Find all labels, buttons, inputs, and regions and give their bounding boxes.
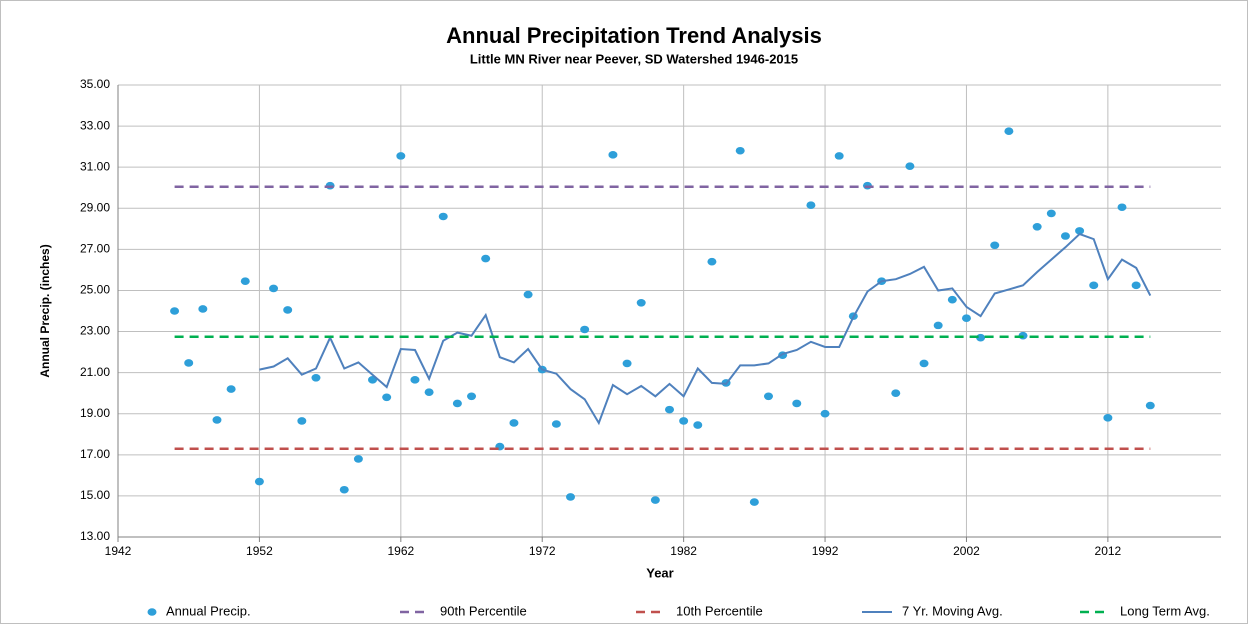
y-axis-label: Annual Precip. (inches) <box>38 244 52 377</box>
data-point <box>523 290 533 299</box>
x-tick-label: 2012 <box>1095 544 1122 558</box>
data-point <box>1032 222 1042 231</box>
data-point <box>382 393 392 402</box>
x-tick-label: 1942 <box>105 544 132 558</box>
x-tick-label: 1992 <box>812 544 839 558</box>
data-point <box>792 399 802 408</box>
y-tick-label: 27.00 <box>80 242 110 256</box>
data-point <box>608 151 618 159</box>
x-tick-label: 1962 <box>387 544 414 558</box>
data-point <box>254 477 264 486</box>
legend-label: 7 Yr. Moving Avg. <box>902 603 1003 618</box>
data-point <box>806 201 816 209</box>
data-point <box>905 162 915 170</box>
data-point <box>452 399 462 408</box>
data-point <box>580 325 590 334</box>
data-point <box>961 314 971 322</box>
data-point <box>481 254 491 263</box>
y-tick-label: 23.00 <box>80 324 110 338</box>
y-tick-label: 35.00 <box>80 77 110 91</box>
data-point <box>735 146 745 155</box>
data-line <box>259 232 1152 426</box>
data-point <box>551 420 561 428</box>
data-point <box>891 389 901 397</box>
data-point <box>763 392 773 401</box>
data-point <box>636 298 646 307</box>
data-point <box>693 421 703 429</box>
data-point <box>919 359 929 368</box>
data-point <box>990 241 1000 250</box>
y-tick-label: 25.00 <box>80 283 110 297</box>
data-point <box>339 485 349 494</box>
data-point <box>707 257 717 266</box>
y-tick-label: 15.00 <box>80 488 110 502</box>
data-point <box>410 376 420 384</box>
y-tick-label: 29.00 <box>80 200 110 214</box>
data-point <box>467 392 477 401</box>
data-point <box>679 417 689 425</box>
data-point <box>622 359 632 368</box>
data-point <box>1131 281 1141 290</box>
y-tick-label: 33.00 <box>80 118 110 132</box>
data-point <box>1004 127 1014 136</box>
data-point <box>424 388 434 396</box>
legend-marker <box>147 608 157 616</box>
data-point <box>1046 209 1056 218</box>
y-tick-label: 31.00 <box>80 159 110 173</box>
data-point <box>933 321 943 330</box>
data-point <box>650 496 660 504</box>
data-point <box>566 493 576 501</box>
data-point <box>283 306 293 314</box>
data-point <box>240 277 250 286</box>
legend-label: Annual Precip. <box>166 603 251 618</box>
y-tick-label: 17.00 <box>80 447 110 461</box>
x-tick-label: 2002 <box>953 544 980 558</box>
data-point <box>311 373 321 382</box>
data-point <box>184 359 194 367</box>
data-point <box>198 305 208 313</box>
legend: Annual Precip. 90th Percentile 10th Percen… <box>147 603 1210 618</box>
legend-label: 90th Percentile <box>440 603 527 618</box>
data-point <box>226 385 236 393</box>
data-point <box>1075 227 1085 235</box>
data-point <box>947 295 957 304</box>
data-point <box>834 152 844 160</box>
x-tick-label: 1972 <box>529 544 556 558</box>
data-point <box>1117 203 1127 212</box>
plot-area <box>170 127 1155 506</box>
data-point <box>212 416 222 424</box>
legend-label: 10th Percentile <box>676 603 763 618</box>
data-point <box>438 212 448 221</box>
legend-label: Long Term Avg. <box>1120 603 1210 618</box>
chart-subtitle: Little MN River near Peever, SD Watershe… <box>470 51 798 66</box>
data-point <box>170 307 180 315</box>
data-point <box>1103 414 1113 422</box>
data-point <box>820 409 830 418</box>
chart-title: Annual Precipitation Trend Analysis <box>446 23 822 48</box>
y-tick-label: 13.00 <box>80 529 110 543</box>
data-point <box>1145 401 1155 410</box>
data-point <box>1089 281 1099 290</box>
data-point <box>665 405 674 414</box>
data-point <box>297 417 307 425</box>
data-point <box>269 284 279 293</box>
y-tick-label: 21.00 <box>80 365 110 379</box>
x-axis-label: Year <box>646 565 673 580</box>
data-point <box>396 152 406 160</box>
x-tick-label: 1952 <box>246 544 273 558</box>
grid: 13.00 15.00 17.00 19.00 21.00 23.00 25.00 27.00… <box>80 77 1221 558</box>
x-tick-label: 1982 <box>670 544 697 558</box>
data-point <box>1060 232 1070 240</box>
data-point <box>749 498 759 506</box>
y-tick-label: 19.00 <box>80 406 110 420</box>
data-point <box>353 455 363 463</box>
data-point <box>509 419 519 427</box>
